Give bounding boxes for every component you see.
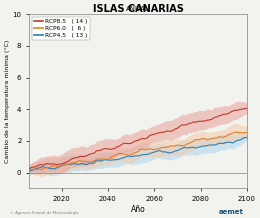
Text: © Agencia Estatal de Meteorología: © Agencia Estatal de Meteorología xyxy=(10,211,79,215)
Text: aemet: aemet xyxy=(218,209,243,215)
Y-axis label: Cambio de la temperatura mínima (°C): Cambio de la temperatura mínima (°C) xyxy=(4,40,10,163)
Text: ANUAL: ANUAL xyxy=(126,6,150,12)
Legend: RCP8.5   ( 14 ), RCP6.0   (  6 ), RCP4.5   ( 13 ): RCP8.5 ( 14 ), RCP6.0 ( 6 ), RCP4.5 ( 13… xyxy=(32,17,90,41)
X-axis label: Año: Año xyxy=(131,205,145,214)
Title: ISLAS CANARIAS: ISLAS CANARIAS xyxy=(93,4,183,14)
